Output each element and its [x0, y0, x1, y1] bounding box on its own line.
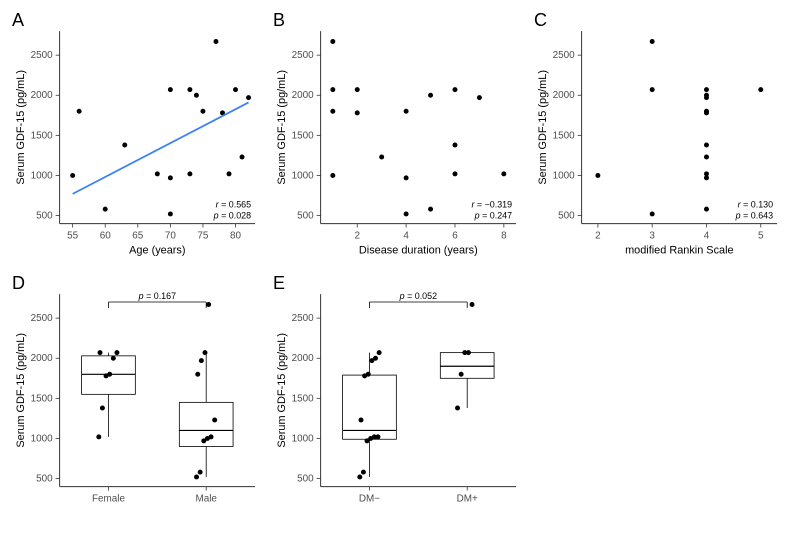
svg-text:Serum GDF-15 (pg/mL): Serum GDF-15 (pg/mL): [276, 70, 288, 185]
svg-text:Female: Female: [92, 493, 126, 504]
svg-text:1500: 1500: [31, 130, 54, 141]
svg-text:2500: 2500: [31, 313, 54, 324]
svg-text:80: 80: [230, 230, 242, 241]
svg-text:2: 2: [354, 230, 360, 241]
svg-text:DM+: DM+: [457, 493, 478, 504]
svg-text:1500: 1500: [292, 130, 315, 141]
svg-text:Serum GDF-15 (pg/mL): Serum GDF-15 (pg/mL): [15, 333, 27, 448]
svg-text:1000: 1000: [31, 170, 54, 181]
panel-d: D 500 1000 1500 2000 2500 Serum GDF-15 (pg/mL…: [10, 273, 263, 528]
svg-text:500: 500: [297, 473, 314, 484]
svg-text:modified Rankin Scale: modified Rankin Scale: [625, 244, 734, 256]
svg-text:2000: 2000: [553, 90, 576, 101]
svg-text:55: 55: [67, 230, 79, 241]
svg-text:8: 8: [501, 230, 507, 241]
svg-text:2500: 2500: [553, 50, 576, 61]
svg-text:Age (years): Age (years): [129, 244, 185, 256]
panel-c: C 500 1000 1500 2000 2500 2 3 4 5 Serum GDF-15 (p…: [532, 10, 785, 265]
panel-a-svg: 500 1000 1500 2000 2500 55 60 65 70 75 80 Serum GDF…: [10, 10, 263, 265]
panel-b: B 500 1000 1500 2000 2500 2 4 6 8 Serum GDF-15 (p…: [271, 10, 524, 265]
svg-text:DM−: DM−: [359, 493, 380, 504]
svg-text:Serum GDF-15 (pg/mL): Serum GDF-15 (pg/mL): [15, 70, 27, 185]
svg-text:500: 500: [297, 211, 314, 222]
svg-text:1500: 1500: [553, 130, 576, 141]
panel-c-svg: 500 1000 1500 2000 2500 2 3 4 5 Serum GDF-15 (pg/…: [532, 10, 785, 265]
svg-text:p = 0.247: p = 0.247: [474, 211, 512, 221]
svg-text:6: 6: [452, 230, 458, 241]
panel-a: A 500 1000 1500 2000 2500 55 60 65 70 75 80 Serum G…: [10, 10, 263, 265]
svg-text:2000: 2000: [31, 90, 54, 101]
panel-a-label: A: [12, 10, 24, 31]
svg-text:75: 75: [197, 230, 209, 241]
panel-e-svg: 500 1000 1500 2000 2500 Serum GDF-15 (pg/mL) D…: [271, 273, 524, 528]
svg-text:2: 2: [595, 230, 601, 241]
svg-text:4: 4: [704, 230, 710, 241]
panel-d-label: D: [12, 273, 25, 294]
svg-text:Serum GDF-15 (pg/mL): Serum GDF-15 (pg/mL): [537, 70, 549, 185]
panel-b-label: B: [273, 10, 285, 31]
svg-text:Serum GDF-15 (pg/mL): Serum GDF-15 (pg/mL): [276, 333, 288, 448]
svg-text:r = 0.130: r = 0.130: [738, 200, 773, 210]
svg-text:p = 0.167: p = 0.167: [138, 291, 176, 301]
svg-text:1000: 1000: [292, 170, 315, 181]
panel-e: E 500 1000 1500 2000 2500 Serum GDF-15 (pg/mL…: [271, 273, 524, 528]
svg-text:r = −0.319: r = −0.319: [471, 200, 512, 210]
panel-d-svg: 500 1000 1500 2000 2500 Serum GDF-15 (pg/mL) F…: [10, 273, 263, 528]
svg-text:1000: 1000: [292, 433, 315, 444]
svg-text:2500: 2500: [292, 50, 315, 61]
svg-text:1500: 1500: [292, 393, 315, 404]
svg-text:p = 0.052: p = 0.052: [399, 291, 437, 301]
svg-text:2000: 2000: [292, 353, 315, 364]
svg-text:3: 3: [649, 230, 655, 241]
svg-text:500: 500: [36, 211, 53, 222]
svg-text:1000: 1000: [553, 170, 576, 181]
svg-text:2500: 2500: [31, 50, 54, 61]
svg-text:500: 500: [36, 473, 53, 484]
svg-text:1500: 1500: [31, 393, 54, 404]
svg-text:1000: 1000: [31, 433, 54, 444]
svg-text:70: 70: [165, 230, 177, 241]
svg-text:65: 65: [132, 230, 144, 241]
svg-text:Disease duration (years): Disease duration (years): [359, 244, 478, 256]
svg-text:2500: 2500: [292, 313, 315, 324]
svg-text:2000: 2000: [31, 353, 54, 364]
svg-text:p = 0.028: p = 0.028: [213, 211, 251, 221]
panel-c-label: C: [534, 10, 547, 31]
chart-grid: A 5001000150020002500556065707580Serum G…: [10, 10, 785, 527]
svg-text:60: 60: [100, 230, 112, 241]
svg-text:4: 4: [403, 230, 409, 241]
svg-text:5: 5: [758, 230, 764, 241]
panel-e-label: E: [273, 273, 285, 294]
panel-b-svg: 500 1000 1500 2000 2500 2 4 6 8 Serum GDF-15 (pg/…: [271, 10, 524, 265]
svg-text:Male: Male: [195, 493, 217, 504]
svg-text:2000: 2000: [292, 90, 315, 101]
svg-text:500: 500: [558, 211, 575, 222]
svg-text:r = 0.565: r = 0.565: [216, 200, 251, 210]
svg-text:p = 0.643: p = 0.643: [735, 211, 773, 221]
